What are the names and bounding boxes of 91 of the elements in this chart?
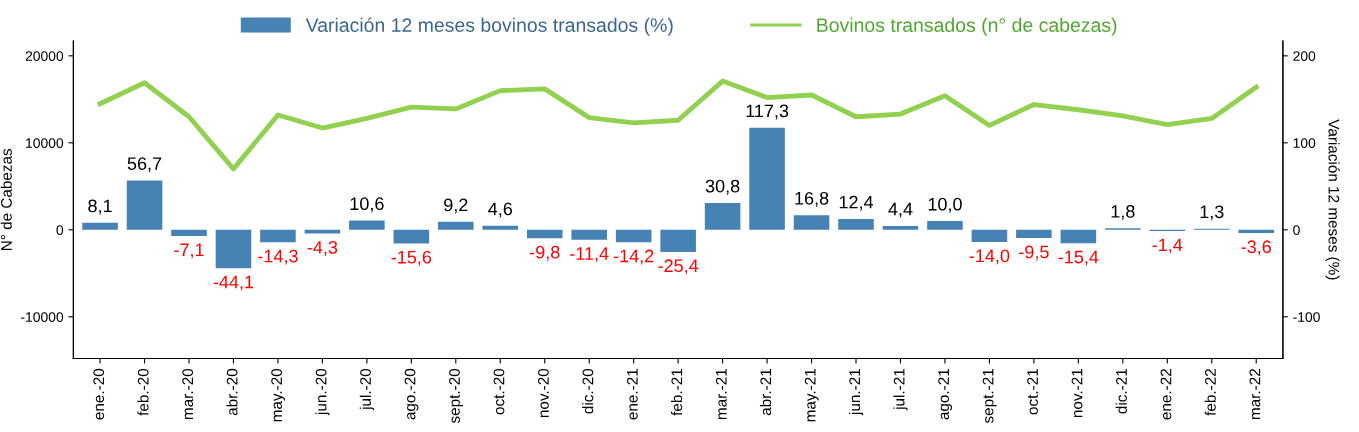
data-label: -44,1 — [213, 275, 254, 291]
bar — [882, 225, 919, 230]
x-tick-label: jun.-20 — [315, 368, 330, 416]
data-label: 56,7 — [127, 157, 162, 173]
bar — [393, 229, 430, 244]
bar — [971, 229, 1008, 242]
x-tick-label: mar.-22 — [1249, 369, 1261, 420]
x-tick-label: oct.-21 — [1027, 369, 1038, 415]
x-tick-label: abr.-20 — [226, 368, 238, 416]
legend-label: Variación 12 meses bovinos transados (%) — [305, 17, 673, 36]
x-tick-label: nov.-21 — [1071, 369, 1083, 418]
data-label: 4,4 — [888, 202, 913, 218]
bar — [349, 220, 385, 230]
data-label: -7,1 — [174, 243, 204, 259]
data-label: 8,1 — [88, 199, 112, 215]
x-tick-label: ene.-20 — [93, 368, 105, 420]
data-label: -14,2 — [613, 249, 654, 265]
x-tick-label: may.-20 — [271, 368, 286, 422]
y-axis-title: N° de Cabezas — [0, 148, 12, 251]
x-tick-label: oct.-20 — [493, 368, 505, 415]
x-tick-label: mar.-21 — [715, 369, 727, 420]
data-label: -15,4 — [1058, 250, 1099, 266]
data-label: 30,8 — [705, 179, 740, 195]
y-tick-label: 10000 — [26, 138, 64, 148]
bar — [927, 221, 963, 230]
y2-tick-label: 100 — [1293, 138, 1316, 148]
data-label: -4,3 — [307, 240, 338, 256]
bar — [260, 229, 296, 243]
bar — [1016, 229, 1052, 239]
y2-tick-label: 200 — [1293, 51, 1316, 61]
x-tick-label: dic.-21 — [1115, 369, 1127, 414]
bar — [171, 229, 207, 236]
data-label: 4,6 — [488, 202, 513, 218]
x-tick-label: nov.-20 — [538, 368, 549, 418]
x-tick-label: jun.-21 — [848, 369, 864, 416]
bar — [526, 229, 563, 239]
bar — [1060, 229, 1097, 244]
x-tick-label: jul.-20 — [359, 368, 374, 411]
bar — [749, 127, 785, 230]
y2-tick-label: 0 — [1293, 225, 1300, 235]
x-tick-label: ago.-21 — [938, 369, 953, 420]
x-tick-label: ago.-20 — [404, 368, 419, 420]
data-label: 10,6 — [350, 197, 384, 213]
y-tick-label: -10000 — [21, 312, 64, 322]
bar — [838, 219, 874, 230]
bar — [438, 221, 474, 230]
data-label: -11,4 — [570, 247, 609, 263]
y-tick-label: 20000 — [25, 51, 64, 61]
bar — [304, 229, 341, 234]
x-tick-label: feb.-21 — [671, 369, 683, 416]
data-label: -9,8 — [529, 245, 560, 261]
bar — [704, 203, 741, 230]
data-label: -14,0 — [969, 249, 1010, 265]
bar — [215, 229, 252, 269]
data-label: -9,5 — [1019, 245, 1049, 261]
x-tick-label: jul.-21 — [893, 369, 908, 411]
bar — [82, 222, 118, 230]
data-label: -15,6 — [391, 250, 432, 266]
data-label: 9,2 — [444, 198, 468, 214]
data-label: -1,4 — [1152, 238, 1183, 254]
x-tick-label: mar.-20 — [182, 368, 194, 420]
data-label: -25,4 — [658, 259, 699, 275]
x-tick-label: may.-21 — [804, 369, 819, 422]
legend-label: Bovinos transados (n° de cabezas) — [817, 17, 1117, 36]
x-tick-label: abr.-21 — [759, 369, 772, 416]
data-label: -14,3 — [258, 249, 298, 265]
bar — [793, 215, 830, 230]
x-tick-label: ene.-22 — [1160, 369, 1172, 420]
bar — [1238, 229, 1274, 233]
data-label: 1,3 — [1200, 205, 1224, 221]
line-series — [97, 78, 1259, 172]
data-label: -3,6 — [1241, 240, 1271, 256]
data-label: 12,4 — [839, 195, 874, 211]
y2-tick-label: -100 — [1293, 312, 1320, 322]
y2-axis-title: Variación 12 meses (%) — [1325, 119, 1340, 280]
x-tick-label: dic.-20 — [582, 368, 594, 414]
x-tick-label: feb.-22 — [1204, 369, 1216, 416]
x-tick-label: sept.-20 — [449, 368, 463, 424]
data-label: 1,8 — [1111, 204, 1135, 220]
bar — [571, 229, 607, 240]
bar — [126, 180, 163, 230]
bar — [660, 229, 696, 252]
data-label: 16,8 — [795, 191, 829, 207]
x-tick-label: feb.-20 — [137, 368, 149, 416]
x-tick-label: sept.-21 — [982, 369, 997, 424]
data-label: 10,0 — [928, 197, 962, 213]
bar — [482, 225, 519, 230]
bar — [615, 229, 652, 243]
x-tick-label: ene.-21 — [626, 369, 638, 420]
data-label: 117,3 — [746, 104, 789, 120]
y-tick-label: 0 — [56, 225, 64, 235]
